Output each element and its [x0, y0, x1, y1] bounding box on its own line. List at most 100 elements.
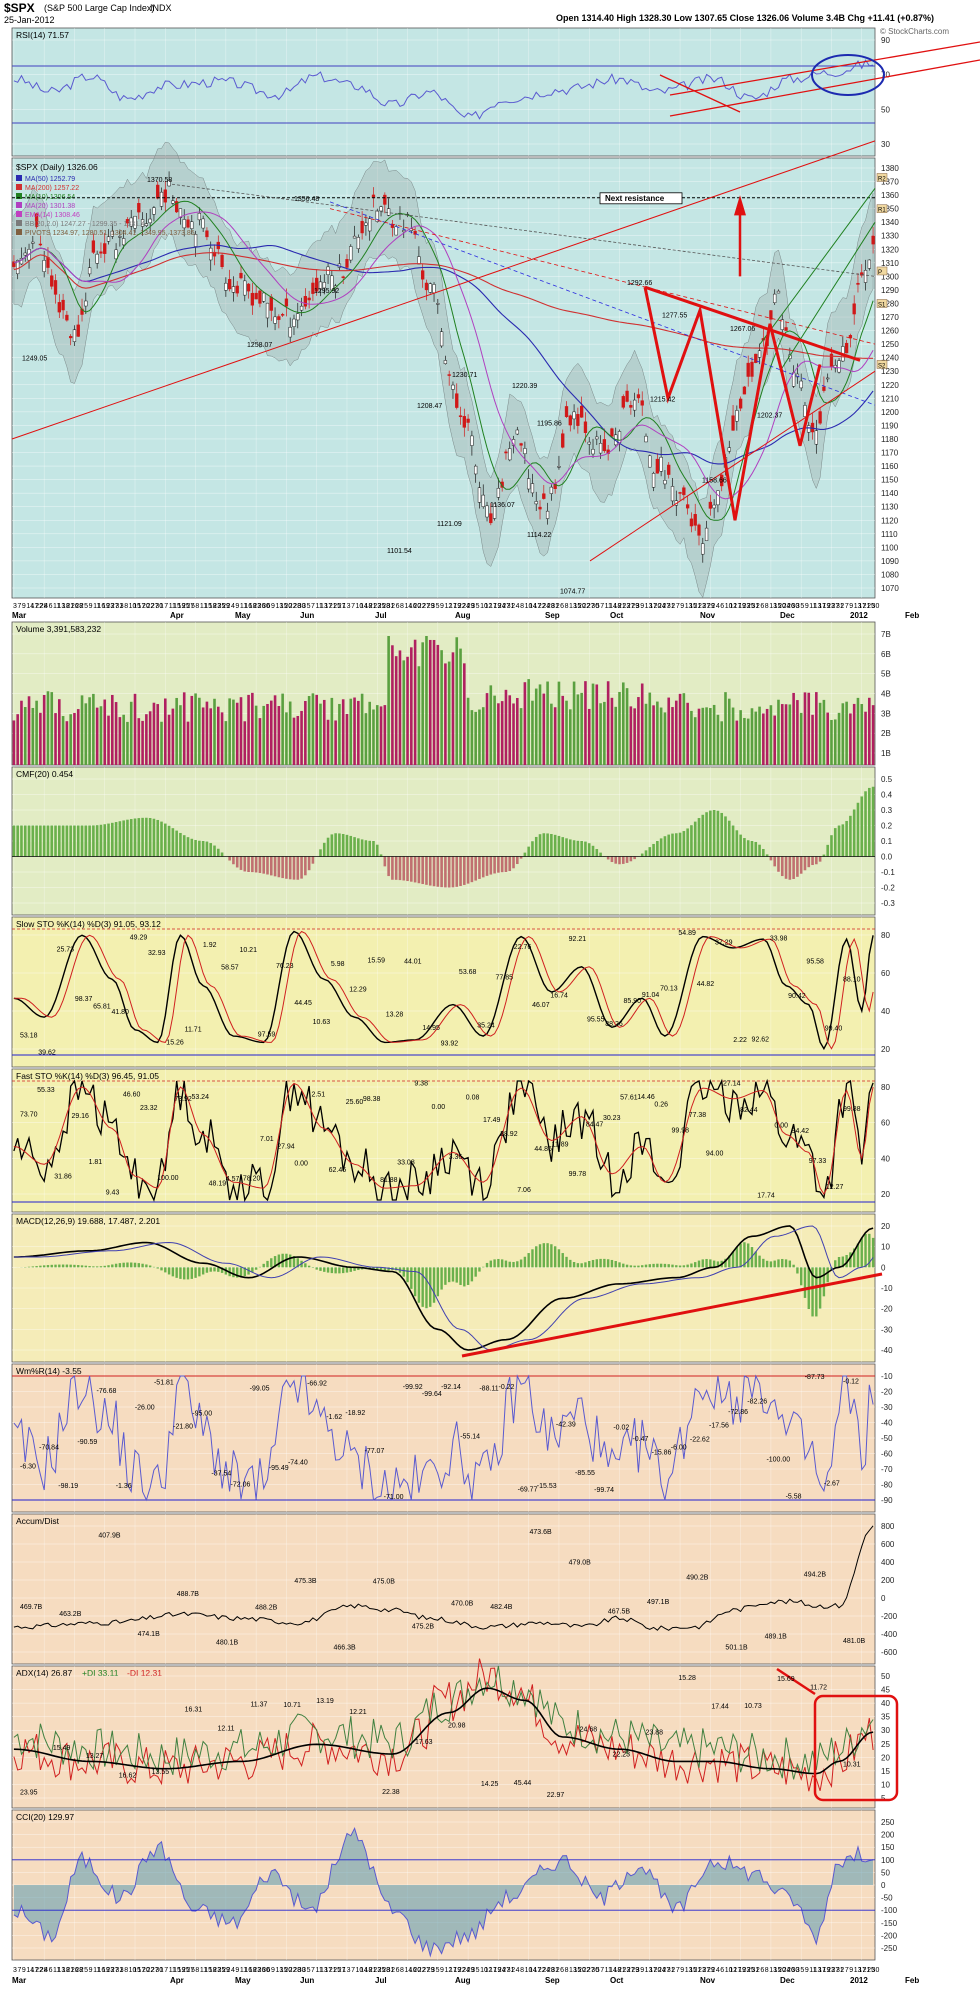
value-label: 490.2B	[686, 1574, 709, 1581]
macd-histogram-bar	[383, 1267, 387, 1271]
volume-bar	[326, 719, 330, 765]
cmf-bar	[463, 856, 466, 885]
volume-bar	[671, 707, 674, 765]
candle-body	[731, 415, 735, 431]
date-tick-label: 9	[22, 603, 26, 610]
volume-bar	[175, 697, 178, 765]
value-label: 14.25	[481, 1781, 499, 1788]
cmf-bar	[792, 856, 795, 879]
macd-histogram-bar	[871, 1237, 875, 1268]
date-tick-label: 12	[485, 603, 493, 610]
date-tick-label: 27	[832, 1967, 840, 1974]
volume-bar	[648, 692, 652, 765]
cmf-bar	[107, 823, 110, 857]
macd-histogram-bar	[61, 1264, 65, 1268]
date-tick-label: 17	[489, 1967, 497, 1974]
candle-body	[481, 494, 485, 507]
value-label: -88.11	[479, 1385, 498, 1392]
value-label: 480.1B	[216, 1639, 239, 1646]
date-tick-label: 29	[427, 603, 435, 610]
cmf-bar	[584, 841, 587, 857]
candle-body	[564, 406, 569, 417]
candle-body	[670, 486, 675, 502]
month-label: May	[235, 1976, 251, 1985]
volume-bar	[470, 710, 474, 765]
candle-body	[496, 487, 501, 498]
date-tick-label: 23	[827, 603, 835, 610]
date-tick-label: 24	[498, 1967, 506, 1974]
value-label: -0.12	[843, 1378, 859, 1385]
volume-bar	[349, 698, 353, 765]
volume-bar	[148, 711, 152, 765]
macd-histogram-bar	[376, 1267, 379, 1271]
date-tick-label: 21	[369, 1967, 377, 1974]
candle-body	[644, 435, 648, 443]
month-label: May	[235, 611, 251, 620]
volume-bar	[591, 683, 595, 765]
date-tick-label: 1	[342, 1967, 346, 1974]
date-tick-label: 19	[738, 603, 746, 610]
volume-bar	[421, 642, 424, 765]
value-label: 46.60	[123, 1091, 141, 1098]
candle-body	[76, 324, 80, 337]
fast-sto-background	[11, 1068, 876, 1213]
candle-body	[716, 490, 720, 506]
macd-histogram-bar	[232, 1267, 235, 1278]
volume-bar	[474, 711, 477, 765]
date-tick-label: 10	[356, 1967, 364, 1974]
candle-body	[704, 527, 709, 541]
value-label: 501.1B	[725, 1644, 748, 1651]
date-tick-label: 13	[57, 603, 65, 610]
value-label: 98.37	[75, 996, 93, 1003]
date-tick-label: 31	[836, 603, 844, 610]
volume-bar	[379, 706, 383, 765]
date-tick-label: 25	[182, 603, 190, 610]
date-tick-label: 6	[267, 603, 271, 610]
value-label: 88.26	[605, 1021, 623, 1028]
date-tick-label: 21	[329, 1967, 337, 1974]
macd-histogram-bar	[675, 1265, 678, 1268]
date-tick-label: 19	[493, 603, 501, 610]
date-tick-label: 15	[173, 603, 181, 610]
cmf-bar	[659, 838, 663, 857]
month-label: Feb	[905, 1976, 919, 1985]
date-tick-label: 8	[565, 603, 569, 610]
date-tick-label: 13	[320, 603, 328, 610]
date-tick-label: 25	[747, 603, 755, 610]
axis-tick-label: -20	[881, 1388, 893, 1397]
macd-histogram-bar	[606, 1259, 610, 1268]
cmf-bar	[92, 825, 95, 857]
value-label: -15.86	[652, 1450, 672, 1457]
date-tick-label: 28	[547, 1967, 555, 1974]
candle-body	[557, 466, 561, 468]
cmf-bar	[693, 821, 697, 857]
date-tick-label: 17	[138, 603, 146, 610]
volume-bar	[837, 712, 841, 765]
date-tick-label: 17	[649, 1967, 657, 1974]
volume-bar	[133, 693, 137, 765]
axis-tick-label: 150	[881, 1843, 895, 1852]
macd-histogram-bar	[54, 1264, 57, 1268]
value-label: 76.23	[276, 963, 294, 970]
cmf-bar	[129, 819, 133, 857]
date-tick-label: 27	[627, 603, 635, 610]
panel-cmf: CMF(20) 0.4540.50.40.30.20.10.0-0.1-0.2-…	[11, 766, 895, 916]
date-tick-label: 3	[796, 603, 800, 610]
value-label: -95.00	[192, 1411, 212, 1418]
date-tick-label: 3	[796, 1967, 800, 1974]
cmf-bar	[508, 856, 512, 872]
volume-bar	[674, 700, 678, 765]
value-label: -71.00	[384, 1494, 404, 1501]
candle-body	[57, 302, 61, 313]
candle-body	[462, 416, 466, 428]
axis-tick-label: -400	[881, 1630, 898, 1639]
cmf-bar	[311, 856, 315, 864]
volume-bar	[663, 712, 667, 765]
date-tick-label: 17	[489, 603, 497, 610]
macd-histogram-bar	[243, 1267, 246, 1277]
date-tick-label: 18	[249, 603, 257, 610]
date-tick-label: 26	[787, 1967, 795, 1974]
axis-tick-label: 1230	[881, 367, 899, 376]
date-tick-label: 18	[62, 603, 70, 610]
macd-histogram-bar	[160, 1267, 163, 1271]
